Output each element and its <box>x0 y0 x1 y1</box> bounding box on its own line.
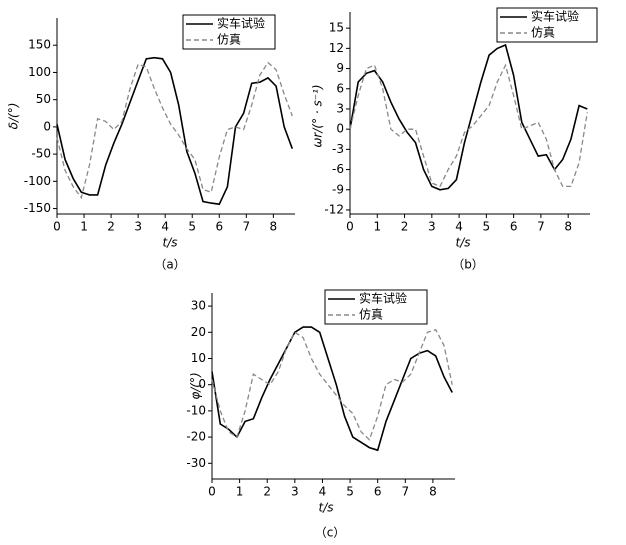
x-tick-label: 6 <box>374 485 382 499</box>
y-tick-label: 0 <box>198 377 206 391</box>
y-tick-label: 3 <box>336 101 344 115</box>
caption: （c） <box>315 526 346 540</box>
y-tick-label: 100 <box>28 65 51 79</box>
legend-label: 实车试验 <box>531 9 579 24</box>
y-tick-label: -150 <box>24 201 51 215</box>
x-tick-label: 4 <box>455 220 463 234</box>
data-line <box>56 61 293 200</box>
x-tick-label: 8 <box>564 220 572 234</box>
y-tick-label: 9 <box>336 61 344 75</box>
y-tick-label: -20 <box>186 430 206 444</box>
x-tick-label: 6 <box>510 220 518 234</box>
x-tick-label: 8 <box>270 220 278 234</box>
x-tick-label: 3 <box>428 220 436 234</box>
x-tick-label: 4 <box>161 220 169 234</box>
legend-label: 仿真 <box>217 33 241 47</box>
chart: -150 -100 -50 0 50 100 150 0 1 2 3 4 5 6 7 8 δ/(°) t/s （a）… <box>7 14 295 272</box>
x-tick-label: 3 <box>291 485 299 499</box>
legend-box <box>182 14 276 50</box>
x-tick-label: 8 <box>429 485 437 499</box>
data-line <box>211 326 453 452</box>
x-tick-label: 2 <box>263 485 271 499</box>
y-tick-label: 0 <box>336 122 344 136</box>
x-tick-label: 7 <box>537 220 545 234</box>
y-tick-label: 150 <box>28 38 51 52</box>
legend-box <box>324 289 428 325</box>
x-tick-label: 3 <box>134 220 142 234</box>
y-tick-label: -9 <box>332 182 344 196</box>
data-line <box>349 43 588 191</box>
y-tick-label: -100 <box>24 174 51 188</box>
data-line <box>211 328 453 441</box>
y-tick-label: 50 <box>36 92 51 106</box>
x-tick-label: 0 <box>53 220 61 234</box>
x-tick-label: 1 <box>373 220 381 234</box>
x-tick-label: 7 <box>242 220 250 234</box>
y-tick-label: 6 <box>336 81 344 95</box>
y-tick-label: -12 <box>324 202 344 216</box>
y-tick-label: 12 <box>329 41 344 55</box>
y-axis-label: φ/(°) <box>189 372 203 399</box>
legend-label: 仿真 <box>359 308 383 322</box>
y-axis-label: ωr/(° · s⁻¹) <box>311 84 325 147</box>
legend-label: 实车试验 <box>217 16 265 31</box>
x-axis-label: t/s <box>319 501 334 515</box>
caption: （a） <box>154 258 185 272</box>
x-tick-label: 5 <box>188 220 196 234</box>
chart: -30 -20 -10 0 10 20 30 0 1 2 3 4 5 6 7 8 φ/(°) t/s （c） 实车试验… <box>186 289 455 540</box>
x-tick-label: 1 <box>236 485 244 499</box>
x-tick-label: 5 <box>346 485 354 499</box>
y-tick-label: 30 <box>191 299 206 313</box>
x-axis-label: t/s <box>456 236 471 250</box>
x-tick-label: 1 <box>80 220 88 234</box>
x-tick-label: 2 <box>401 220 409 234</box>
x-tick-label: 2 <box>107 220 115 234</box>
y-tick-label: -6 <box>332 162 344 176</box>
x-tick-label: 7 <box>401 485 409 499</box>
legend-box <box>496 7 598 43</box>
legend-label: 实车试验 <box>359 291 407 306</box>
x-tick-label: 4 <box>319 485 327 499</box>
x-axis-label: t/s <box>163 236 178 250</box>
y-tick-label: 10 <box>191 351 206 365</box>
y-tick-label: -30 <box>186 456 206 470</box>
y-axis-label: δ/(°) <box>7 103 21 130</box>
y-tick-label: -10 <box>186 403 206 417</box>
y-tick-label: -3 <box>332 142 344 156</box>
x-tick-label: 0 <box>208 485 216 499</box>
y-tick-label: 15 <box>329 21 344 35</box>
y-tick-label: -50 <box>31 147 51 161</box>
data-line <box>56 56 294 206</box>
x-tick-label: 5 <box>483 220 491 234</box>
x-tick-label: 0 <box>346 220 354 234</box>
data-line <box>349 63 588 188</box>
y-tick-label: 0 <box>43 119 51 133</box>
y-tick-label: 20 <box>191 325 206 339</box>
x-tick-label: 6 <box>215 220 223 234</box>
legend-label: 仿真 <box>531 26 555 40</box>
caption: （b） <box>452 258 484 272</box>
